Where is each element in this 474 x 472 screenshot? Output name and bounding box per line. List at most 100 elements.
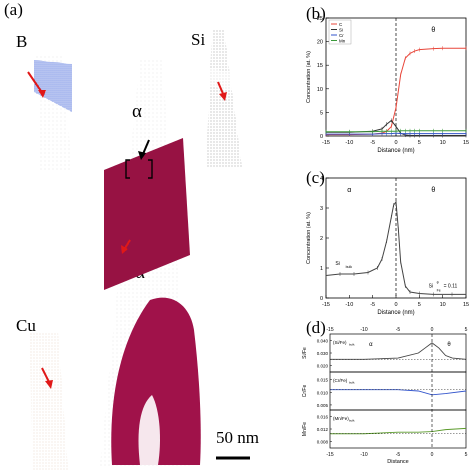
x-tick-label: -10: [345, 140, 353, 146]
y-tick-label: 4: [320, 176, 323, 182]
region-label-theta: θ: [447, 342, 451, 348]
chart-b: -15-10-50510150510152025αθDistance (nm)C…: [306, 16, 469, 154]
y-tick-label: 20: [317, 40, 323, 46]
subplot-bulk-sub: bulk: [349, 343, 355, 347]
region-label-theta: θ: [431, 187, 435, 194]
subplot-y-tick-label: 0.015: [317, 378, 329, 383]
subplot-y-tick-label: 0.020: [317, 364, 329, 369]
silicon-map: [206, 30, 242, 168]
series-line-c: [326, 47, 466, 136]
top-x-tick-label: -15: [326, 327, 333, 333]
legend-label-mn: Mn: [339, 39, 346, 44]
legend-box: [328, 19, 352, 45]
subplot-y-axis-label: Cr/Fe: [302, 385, 308, 398]
x-tick-label: 5: [418, 140, 421, 146]
x-tick-label: -5: [370, 140, 375, 146]
annotation-si-theta-sub: Fe: [437, 288, 441, 292]
element-si-label: Si: [191, 30, 206, 49]
copper-map: [30, 332, 68, 470]
annotation-si-theta: Si: [429, 284, 433, 290]
x-tick-label: -15: [322, 302, 330, 308]
x-tick-label: -5: [370, 302, 375, 308]
boron-map: [27, 55, 72, 170]
panel-b-label: (b): [306, 4, 326, 23]
region-label-theta: θ: [431, 27, 435, 34]
subplot-y-tick-label: 0.016: [317, 414, 329, 419]
x-tick-label: 15: [463, 302, 469, 308]
subplot-series-1: [330, 389, 467, 396]
top-x-tick-label: -10: [360, 327, 367, 333]
y-tick-label: 5: [320, 110, 323, 116]
region-label-alpha: α: [369, 342, 373, 348]
legend-label-si: Si: [339, 28, 343, 33]
top-x-tick-label: 5: [465, 327, 468, 333]
subplot-series-2: [330, 427, 467, 435]
annotation-si-theta-sup: θ: [437, 281, 439, 285]
chart-d: -15 -15 -10 -10 -5 -5 0 0 5 5 0.040 0.030 0.020 Si/Fe…: [302, 327, 468, 465]
bracket-right: [148, 159, 153, 179]
subplot-y-axis-label: Si/Fe: [302, 347, 308, 359]
boron-arrow-head: [38, 90, 46, 98]
top-x-tick-label: -5: [396, 327, 401, 333]
subplot-y-tick-label: 0.010: [317, 390, 329, 395]
black-arrow-shaft: [142, 139, 150, 155]
y-tick-label: 25: [317, 16, 323, 22]
x-axis-label: Distance: [387, 459, 408, 465]
subplot-frame-0: [329, 333, 467, 373]
subplot-bulk-label: (Mn/Fe): [333, 416, 349, 421]
x-tick-label: 0: [394, 302, 397, 308]
subplot-y-tick-label: 0.030: [317, 351, 329, 356]
element-cu-label: Cu: [16, 316, 36, 335]
bottom-x-tick-label: 5: [465, 452, 468, 458]
band-arrow-head: [121, 245, 128, 254]
scale-bar-label: 50 nm: [216, 428, 259, 447]
element-b-label: B: [16, 32, 28, 51]
subplot-bulk-sub: bulk: [349, 419, 355, 423]
silicon-arrow-head: [219, 92, 227, 101]
bottom-x-tick-label: -10: [360, 452, 367, 458]
x-tick-label: -15: [322, 140, 330, 146]
bottom-x-tick-label: -5: [396, 452, 401, 458]
x-tick-label: 15: [463, 140, 469, 146]
bracket-left: [125, 159, 130, 179]
series-line-si: [325, 200, 466, 295]
y-tick-label: 3: [320, 206, 323, 212]
apt-reconstruction: [27, 30, 250, 470]
annotation-si-bulk-sub: bulk: [346, 265, 353, 269]
y-tick-label: 1: [320, 266, 323, 272]
subplot-frame-1: [329, 371, 467, 411]
legend-label-cr: Cr: [339, 33, 344, 38]
copper-arrow-head: [45, 380, 53, 389]
x-tick-label: 10: [440, 140, 446, 146]
lower-precipitate: [111, 297, 201, 465]
top-x-tick-label: 0: [431, 327, 434, 333]
subplot-frame-2: [329, 409, 467, 449]
subplot-y-tick-label: 0.008: [317, 440, 329, 445]
subplot-y-tick-label: 0.005: [317, 403, 329, 408]
y-axis-label: Concentration (at. %): [306, 212, 312, 264]
annotation-si-bulk: Si: [335, 261, 339, 267]
subplot-bulk-label: (Si/Fe): [333, 340, 347, 345]
panel-c-label: (c): [306, 168, 325, 187]
annotation-si-theta-value: = 0.11: [444, 284, 458, 290]
y-tick-label: 2: [320, 236, 323, 242]
x-tick-label: 5: [418, 302, 421, 308]
black-arrow-head: [138, 151, 146, 160]
subplot-bulk-sub: bulk: [349, 381, 355, 385]
y-tick-label: 10: [317, 87, 323, 93]
region-label-alpha: α: [347, 187, 351, 194]
panel-d-label: (d): [306, 318, 326, 337]
panel-a-label: (a): [4, 0, 23, 19]
subplot-y-tick-label: 0.012: [317, 427, 329, 432]
subplot-series-0: [330, 342, 467, 360]
x-axis-label: Distance (nm): [377, 148, 414, 154]
subplot-y-tick-label: 0.040: [317, 338, 329, 343]
bottom-x-tick-label: -15: [326, 452, 333, 458]
y-tick-label: 15: [317, 63, 323, 69]
subplot-y-axis-label: Mn/Fe: [302, 422, 308, 436]
subplot-bulk-label: (Cr/Fe): [333, 378, 348, 383]
chart-c: -15 -10 -5 0 5 10 15 0 1 2 3 4 α θ Distance (nm) Concen…: [306, 176, 469, 316]
y-tick-label: 0: [320, 134, 323, 140]
main-tip: [100, 58, 201, 466]
bottom-x-tick-label: 0: [431, 452, 434, 458]
